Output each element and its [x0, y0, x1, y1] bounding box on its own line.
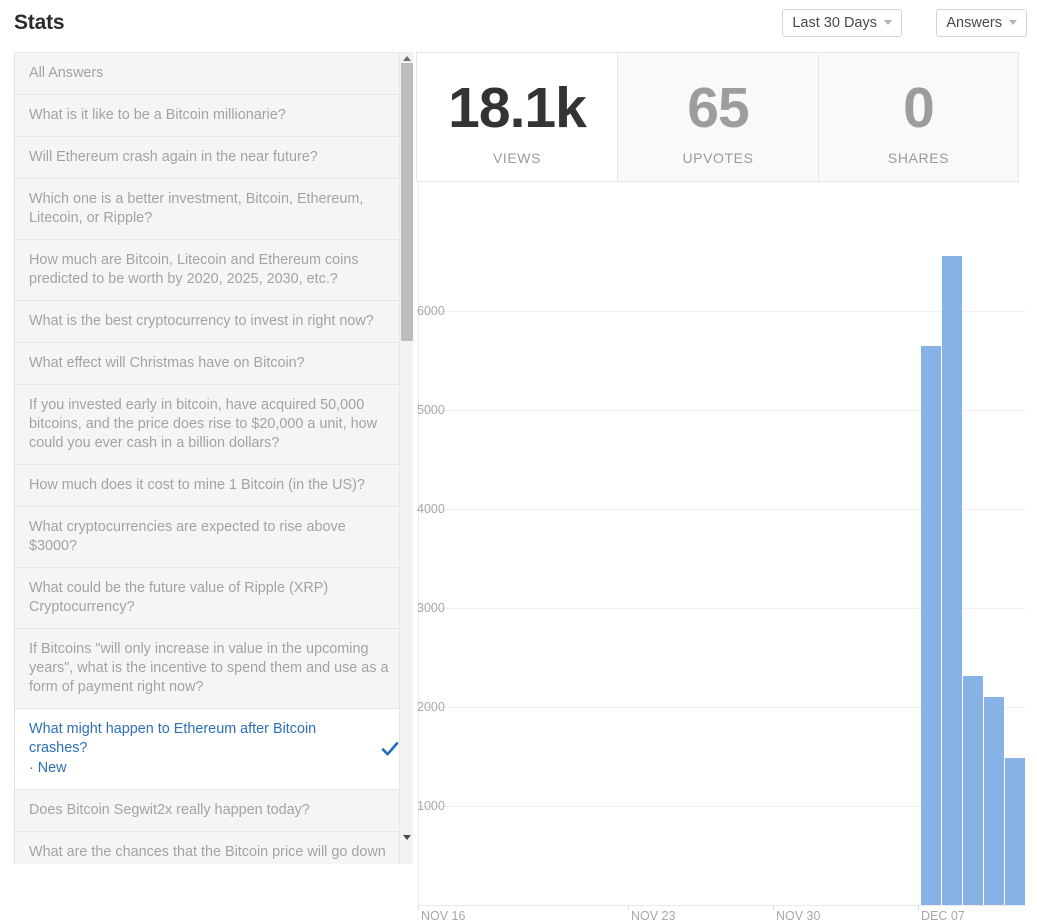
views-bar-chart: 1000 2000 3000 4000 5000 6000 NOV 16 NOV 23 NOV… [416, 182, 1037, 923]
list-item-label: What are the chances that the Bitcoin pr… [29, 844, 386, 864]
sidebar-scrollbar[interactable] [399, 53, 413, 864]
stat-value: 0 [903, 76, 935, 140]
date-range-dropdown-label: Last 30 Days [792, 15, 877, 31]
stat-label: UPVOTES [682, 150, 754, 166]
list-item-label: What might happen to Ethereum after Bitc… [29, 721, 317, 756]
list-item-label: What is the best cryptocurrency to inves… [29, 313, 374, 329]
list-item[interactable]: What cryptocurrencies are expected to ri… [15, 507, 413, 568]
answers-list: All Answers What is it like to be a Bitco… [15, 53, 413, 864]
x-axis-tick-mark [773, 905, 774, 910]
stat-card-shares[interactable]: 0 SHARES [818, 52, 1019, 182]
chart-bar[interactable] [963, 676, 983, 905]
gridline [419, 707, 1025, 708]
content-type-dropdown[interactable]: Answers [936, 9, 1027, 37]
list-item[interactable]: All Answers [15, 53, 413, 95]
gridline [419, 509, 1025, 510]
list-item-label: Will Ethereum crash again in the near fu… [29, 149, 318, 165]
list-item[interactable]: Which one is a better investment, Bitcoi… [15, 179, 413, 240]
chevron-down-icon [884, 19, 892, 25]
list-item[interactable]: What is the best cryptocurrency to inves… [15, 301, 413, 343]
x-axis-tick-label: NOV 23 [631, 909, 676, 923]
x-axis-tick-label: DEC 07 [921, 909, 965, 923]
answers-list-panel[interactable]: All Answers What is it like to be a Bitco… [14, 52, 413, 864]
list-item[interactable]: Does Bitcoin Segwit2x really happen toda… [15, 790, 413, 832]
chart-bar[interactable] [942, 255, 962, 905]
summary-stats-row: 18.1k VIEWS 65 UPVOTES 0 SHARES [416, 52, 1037, 182]
chart-bar[interactable] [921, 345, 941, 905]
list-item-label: If you invested early in bitcoin, have a… [29, 397, 377, 451]
scroll-down-arrow-icon[interactable] [403, 835, 411, 840]
page-title: Stats [14, 11, 65, 34]
list-item[interactable]: What could be the future value of Ripple… [15, 568, 413, 629]
y-axis-tick-label: 1000 [417, 799, 445, 813]
y-axis-tick-label: 2000 [417, 700, 445, 714]
stat-value: 65 [687, 76, 749, 140]
content-type-dropdown-label: Answers [946, 15, 1002, 31]
stat-card-upvotes[interactable]: 65 UPVOTES [617, 52, 818, 182]
list-item[interactable]: How much are Bitcoin, Litecoin and Ether… [15, 240, 413, 301]
chart-x-axis [418, 905, 1025, 906]
list-item-label: What cryptocurrencies are expected to ri… [29, 519, 346, 554]
list-item-label: What is it like to be a Bitcoin milliona… [29, 107, 286, 123]
sidebar-scrollbar-thumb[interactable] [401, 63, 413, 341]
stat-label: SHARES [887, 150, 950, 166]
y-axis-tick-label: 4000 [417, 502, 445, 516]
list-item[interactable]: How much does it cost to mine 1 Bitcoin … [15, 465, 413, 507]
gridline [419, 806, 1025, 807]
stat-value: 18.1k [448, 76, 587, 140]
list-item[interactable]: What is it like to be a Bitcoin milliona… [15, 95, 413, 137]
check-icon [381, 740, 399, 758]
list-item[interactable]: What are the chances that the Bitcoin pr… [15, 832, 413, 864]
x-axis-tick-mark [628, 905, 629, 910]
list-item[interactable]: What might happen to Ethereum after Bitc… [15, 709, 413, 790]
chart-plot-area: 1000 2000 3000 4000 5000 6000 [417, 182, 1025, 905]
y-axis-tick-label: 3000 [417, 601, 445, 615]
list-item-label: Which one is a better investment, Bitcoi… [29, 191, 364, 226]
x-axis-tick-mark [418, 905, 419, 910]
y-axis-tick-label: 5000 [417, 403, 445, 417]
list-item-label: What effect will Christmas have on Bitco… [29, 355, 305, 371]
list-item-label: Does Bitcoin Segwit2x really happen toda… [29, 802, 310, 818]
stat-card-views[interactable]: 18.1k VIEWS [416, 52, 617, 182]
list-item[interactable]: What effect will Christmas have on Bitco… [15, 343, 413, 385]
chart-bar[interactable] [984, 697, 1004, 905]
scroll-up-arrow-icon[interactable] [403, 56, 411, 61]
date-range-dropdown[interactable]: Last 30 Days [782, 9, 902, 37]
list-item-label: What could be the future value of Ripple… [29, 580, 329, 615]
y-axis-tick-label: 6000 [417, 304, 445, 318]
stat-label: VIEWS [492, 150, 542, 166]
gridline [419, 608, 1025, 609]
list-item[interactable]: Will Ethereum crash again in the near fu… [15, 137, 413, 179]
list-item-label: All Answers [29, 65, 104, 81]
page-header: Stats Last 30 Days Answers [0, 0, 1037, 48]
list-item-badge: · New [29, 760, 67, 776]
x-axis-tick-mark [918, 905, 919, 910]
stats-panel: 18.1k VIEWS 65 UPVOTES 0 SHARES 1000 2000 3000 4… [416, 52, 1037, 923]
list-item-label: How much are Bitcoin, Litecoin and Ether… [29, 252, 359, 287]
gridline [419, 311, 1025, 312]
list-item[interactable]: If Bitcoins "will only increase in value… [15, 629, 413, 709]
list-item-label: If Bitcoins "will only increase in value… [29, 641, 389, 695]
gridline [419, 410, 1025, 411]
chart-bar[interactable] [1005, 757, 1025, 905]
x-axis-tick-label: NOV 16 [421, 909, 466, 923]
list-item[interactable]: If you invested early in bitcoin, have a… [15, 385, 413, 465]
x-axis-tick-label: NOV 30 [776, 909, 821, 923]
chevron-down-icon [1009, 19, 1017, 25]
list-item-label: How much does it cost to mine 1 Bitcoin … [29, 477, 365, 493]
